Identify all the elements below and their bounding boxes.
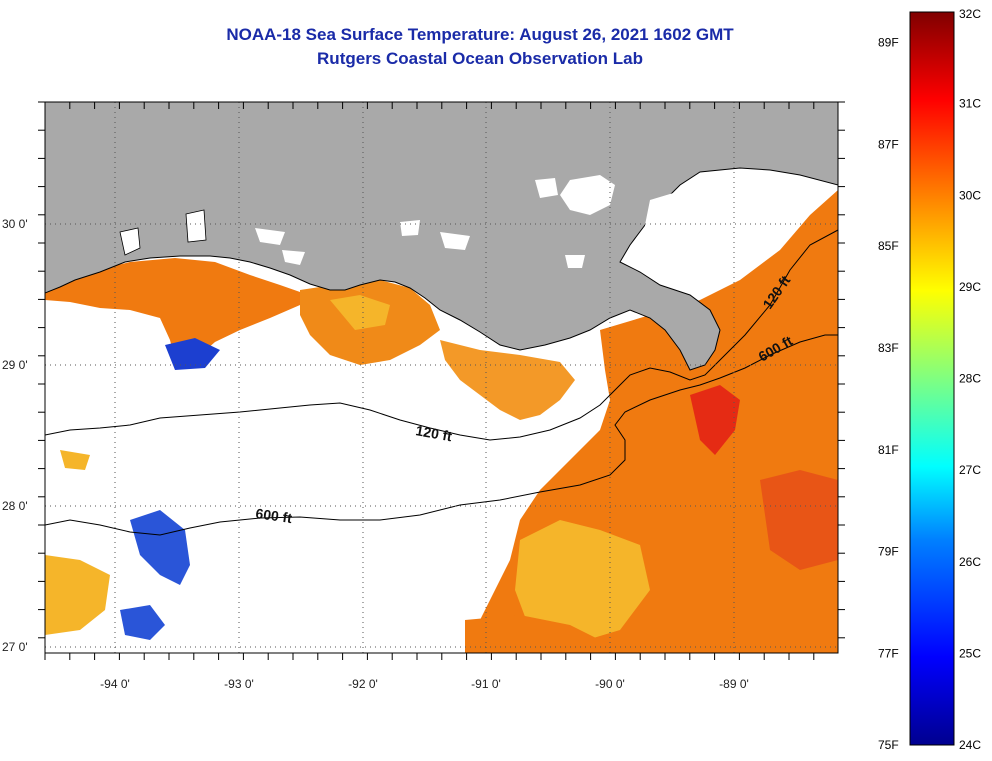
colorbar-gradient [909,11,955,746]
contour-120ft-west [45,229,838,441]
colorbar-fahrenheit-label: 85F [878,239,899,253]
lon-label-93: -93 0' [224,677,254,691]
lat-label-28: 28 0' [2,499,28,513]
contour-label-120ft: 120 ft [414,422,453,444]
sst-patch-south-band [465,615,600,653]
lon-label-92: -92 0' [348,677,378,691]
sst-patch-mild-south [515,520,650,645]
lake-white-7 [565,255,585,268]
marsh-east [645,185,770,280]
lake-sabine [185,209,207,243]
colorbar-fahrenheit-label: 77F [878,646,899,660]
graticule [45,102,838,653]
lon-label-89: -89 0' [719,677,749,691]
colorbar-celsius-label: 26C [959,555,981,569]
sst-patch-delta [440,340,575,420]
sst-data-layer [45,190,838,653]
lake-white-2 [535,178,558,198]
colorbar-celsius-label: 30C [959,188,981,202]
lake-pontchartrain [560,175,615,215]
lake-calcasieu [119,227,141,256]
colorbar-fahrenheit-label: 81F [878,443,899,457]
colorbar-fahrenheit-label: 89F [878,36,899,50]
lat-label-30: 30 0' [2,217,28,231]
map-title: NOAA-18 Sea Surface Temperature: August … [226,25,734,44]
sst-patch-coastal-west [45,258,300,365]
sst-patch-cool-3 [120,605,165,640]
sst-patch-mild-sw [45,555,110,635]
lon-label-94: -94 0' [100,677,130,691]
sst-patch-cool-1 [130,510,190,585]
colorbar-celsius-label: 27C [959,463,981,477]
colorbar-celsius-label: 29C [959,280,981,294]
colorbar-fahrenheit-label: 79F [878,545,899,559]
contour-label-600ft: 600 ft [255,505,294,526]
lake-white-6 [440,232,470,250]
colorbar-celsius-label: 32C [959,7,981,21]
colorbar-fahrenheit-label: 75F [878,738,899,752]
lake-white-3 [255,228,285,245]
lon-label-90: -90 0' [595,677,625,691]
sst-patch-hot-east [760,470,838,570]
colorbar-celsius-label: 28C [959,372,981,386]
axis-ticks [38,101,845,660]
lake-white-4 [282,250,305,265]
colorbar-celsius-label: 25C [959,646,981,660]
lat-label-27: 27 0' [2,640,28,654]
sst-patch-mild-mid [330,295,390,330]
colorbar-fahrenheit-label: 87F [878,137,899,151]
colorbar-celsius-label: 31C [959,97,981,111]
contour-600ft-west [45,334,838,536]
colorbar-fahrenheit-label: 83F [878,341,899,355]
sst-patch-specks-west [60,450,90,470]
colorbar-celsius-label: 24C [959,738,981,752]
sst-patch-hot-core [690,385,740,455]
sst-patch-cool-2 [165,338,220,370]
lat-label-29: 29 0' [2,358,28,372]
lon-label-91: -91 0' [471,677,501,691]
map-subtitle: Rutgers Coastal Ocean Observation Lab [317,49,643,68]
